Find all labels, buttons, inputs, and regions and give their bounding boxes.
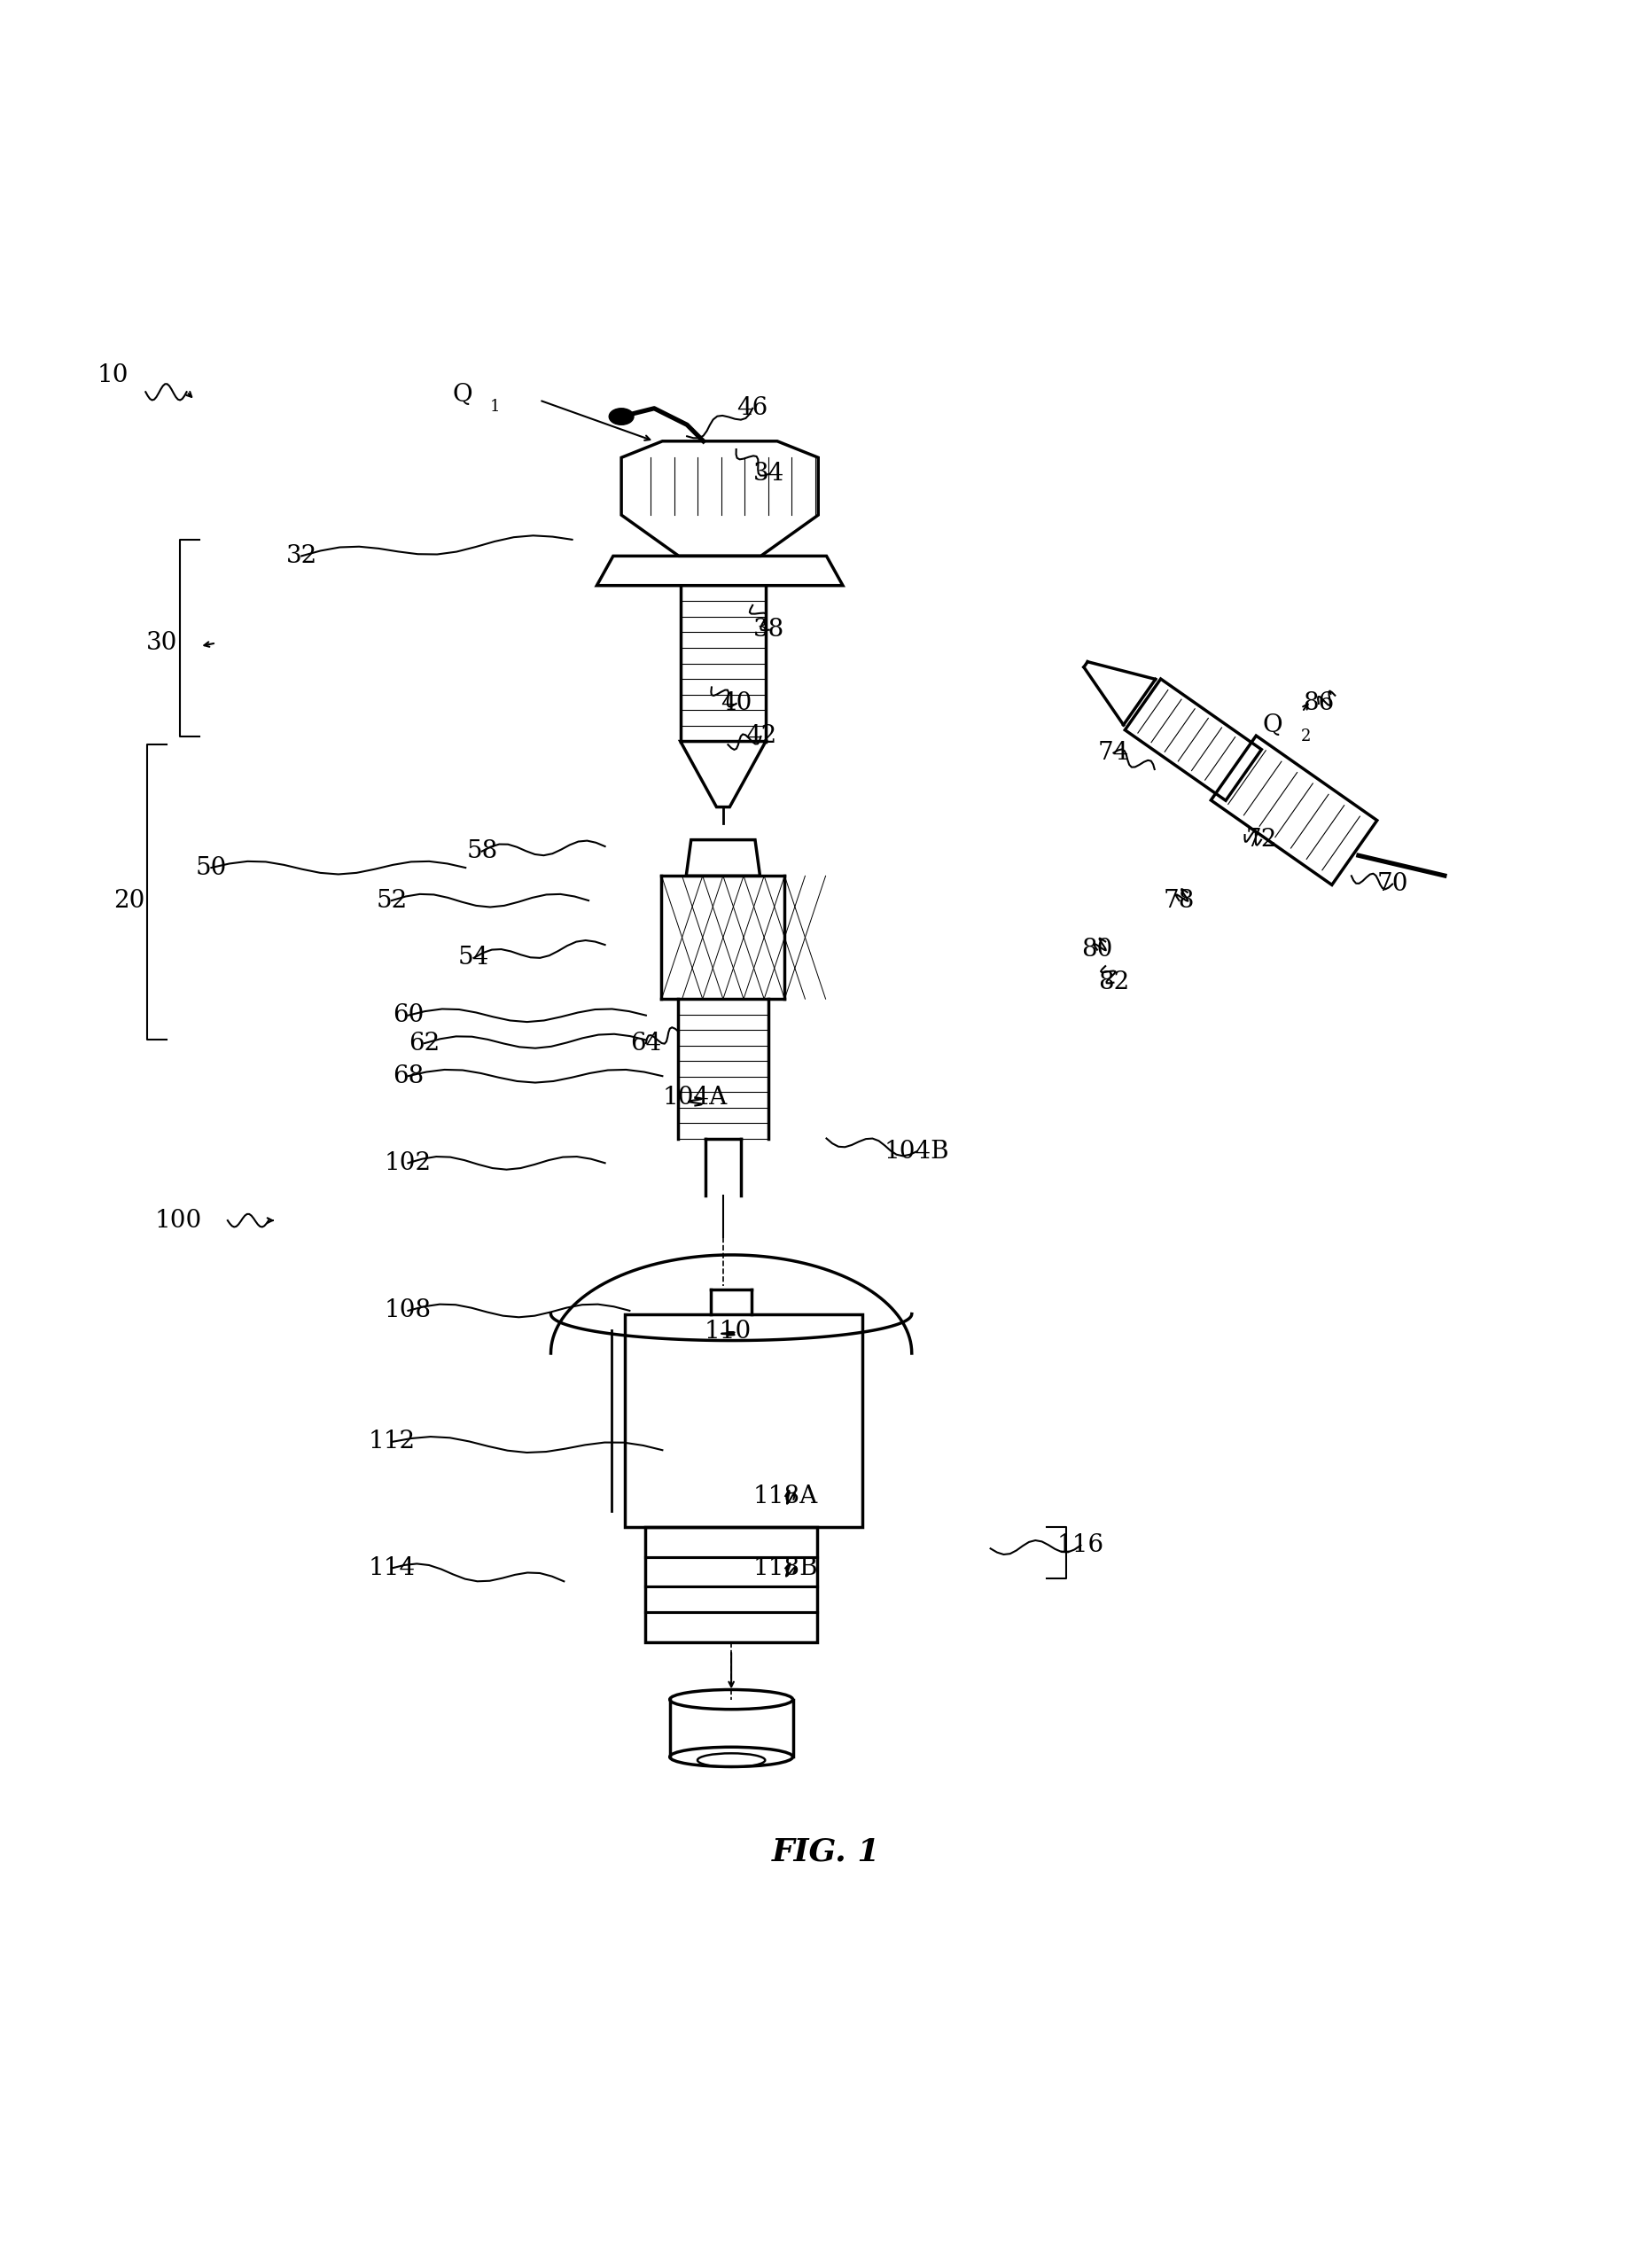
Text: 30: 30 [147,631,178,655]
Text: 74: 74 [1097,741,1128,765]
Text: Q: Q [1262,714,1282,736]
Text: 58: 58 [466,839,497,864]
Text: 34: 34 [753,462,785,487]
Text: 104B: 104B [884,1140,948,1162]
Text: 116: 116 [1057,1533,1104,1557]
Text: 70: 70 [1376,873,1408,895]
Text: FIG. 1: FIG. 1 [771,1838,881,1867]
Text: 20: 20 [114,889,145,913]
Text: 46: 46 [737,397,768,420]
Text: 86: 86 [1302,691,1333,716]
Text: 2: 2 [1300,729,1310,745]
Text: 118B: 118B [752,1557,818,1580]
Text: 32: 32 [286,543,317,568]
Text: 108: 108 [385,1299,431,1322]
Ellipse shape [608,408,633,424]
Text: 102: 102 [385,1151,431,1176]
Text: 114: 114 [368,1557,415,1580]
Text: 50: 50 [195,855,226,880]
Text: 82: 82 [1097,972,1128,994]
Text: 112: 112 [368,1429,415,1454]
Text: 104A: 104A [662,1086,727,1109]
Text: 10: 10 [97,364,129,388]
Text: 68: 68 [392,1064,423,1088]
Text: 118A: 118A [753,1483,818,1508]
Text: 78: 78 [1163,889,1194,913]
Text: 80: 80 [1080,938,1112,963]
Text: 100: 100 [155,1210,202,1232]
Text: 42: 42 [745,725,776,749]
Text: 72: 72 [1246,828,1277,853]
Text: 1: 1 [489,399,501,415]
Text: 110: 110 [704,1319,752,1344]
Text: 52: 52 [377,889,406,913]
Text: 38: 38 [753,617,785,642]
Text: Q: Q [453,384,472,406]
Text: 62: 62 [408,1032,439,1055]
Text: 40: 40 [720,691,752,716]
Text: 60: 60 [392,1003,423,1028]
Text: 64: 64 [629,1032,661,1055]
Text: 54: 54 [458,947,489,969]
Ellipse shape [669,1748,793,1766]
